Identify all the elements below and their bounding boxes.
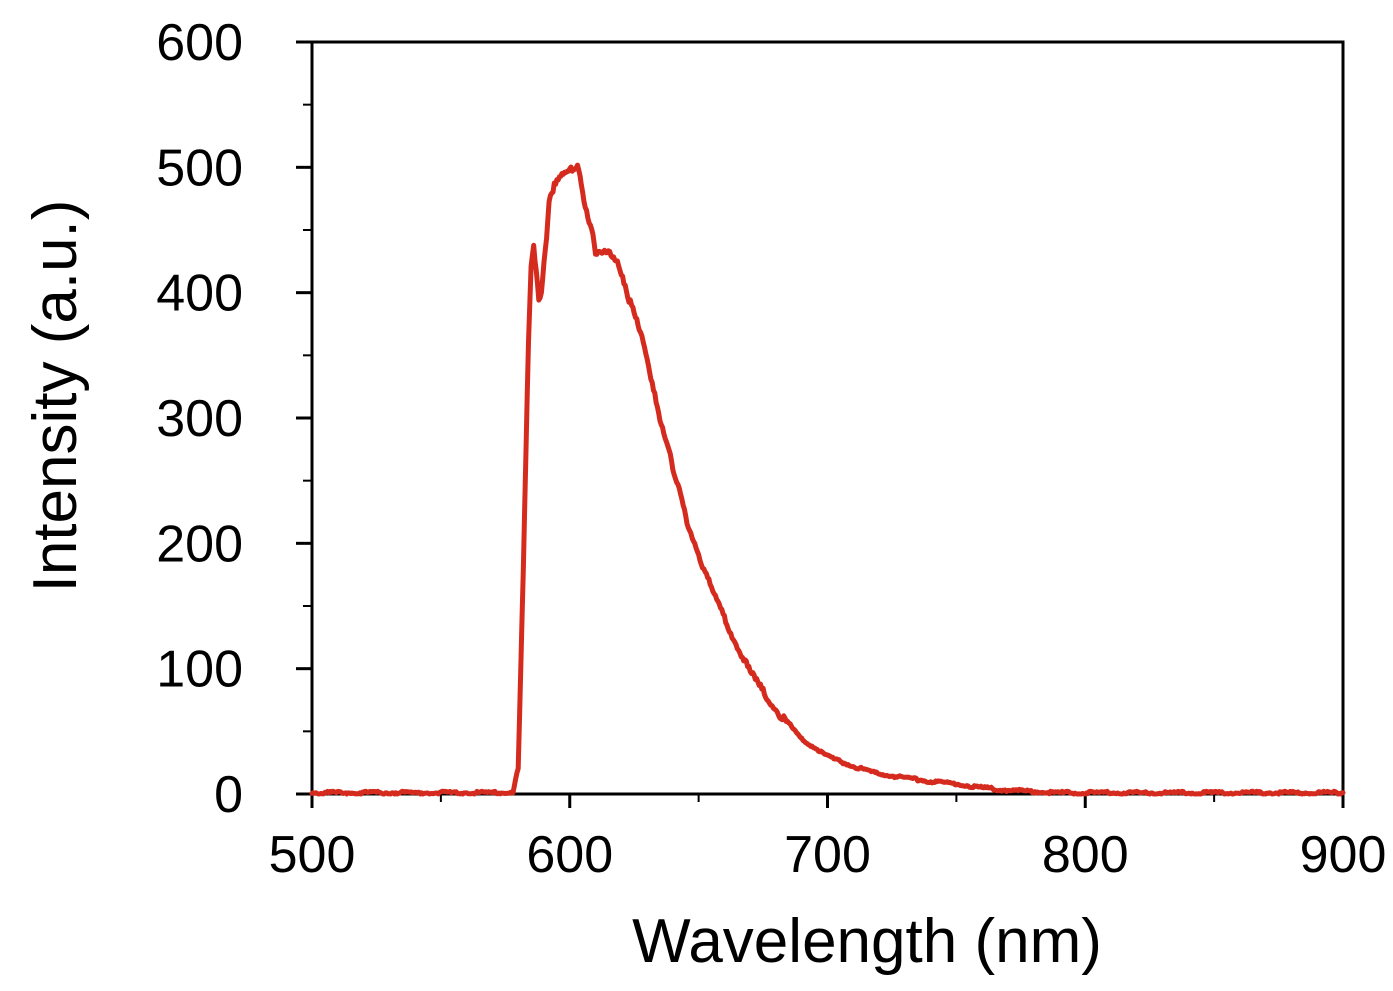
x-tick-label: 600 bbox=[526, 826, 613, 884]
y-axis: 0 100 200 300 400 500 600 bbox=[156, 14, 312, 824]
y-tick-label: 100 bbox=[156, 641, 243, 699]
y-tick-label: 400 bbox=[156, 265, 243, 323]
y-axis-title: Intensity (a.u.) bbox=[21, 200, 90, 593]
series-layer bbox=[309, 162, 1346, 797]
y-tick-label: 0 bbox=[214, 766, 243, 824]
x-tick-label: 800 bbox=[1042, 826, 1129, 884]
series-line-intensity bbox=[309, 162, 1346, 797]
x-tick-label: 900 bbox=[1300, 826, 1387, 884]
y-tick-label: 600 bbox=[156, 14, 243, 72]
y-tick-label: 500 bbox=[156, 139, 243, 197]
y-tick-label: 300 bbox=[156, 390, 243, 448]
plot-frame bbox=[310, 40, 1345, 796]
x-tick-label: 500 bbox=[269, 826, 356, 884]
x-axis: 500 600 700 800 900 bbox=[269, 794, 1387, 884]
x-axis-title: Wavelength (nm) bbox=[632, 907, 1102, 976]
y-tick-label: 200 bbox=[156, 515, 243, 573]
x-tick-label: 700 bbox=[784, 826, 871, 884]
